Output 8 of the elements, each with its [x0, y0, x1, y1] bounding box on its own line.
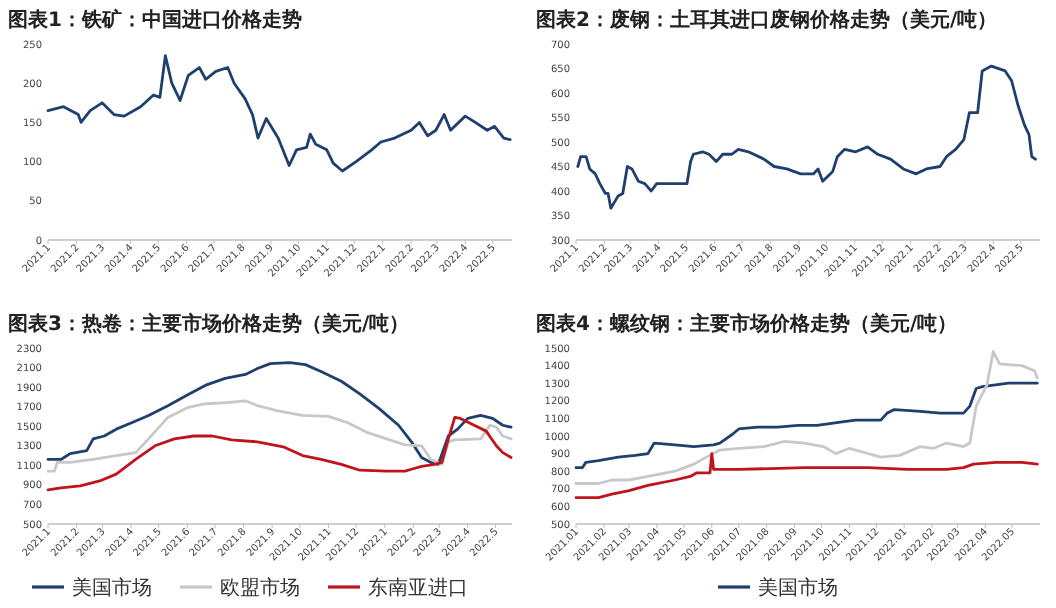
chart-title: 图表2：废钢：土耳其进口废钢价格走势（美元/吨）: [536, 8, 998, 32]
chart-title: 图表1：铁矿：中国进口价格走势: [8, 8, 302, 32]
legend-label: 美国市场: [72, 576, 152, 600]
chart-title: 图表4：螺纹钢：主要市场价格走势（美元/吨）: [536, 312, 958, 336]
legend-label: 东南亚进口: [368, 576, 468, 600]
legend-label: 美国市场: [758, 576, 838, 600]
chart-title: 图表3：热卷：主要市场价格走势（美元/吨）: [8, 312, 410, 336]
legend-label: 欧盟市场: [220, 576, 300, 600]
